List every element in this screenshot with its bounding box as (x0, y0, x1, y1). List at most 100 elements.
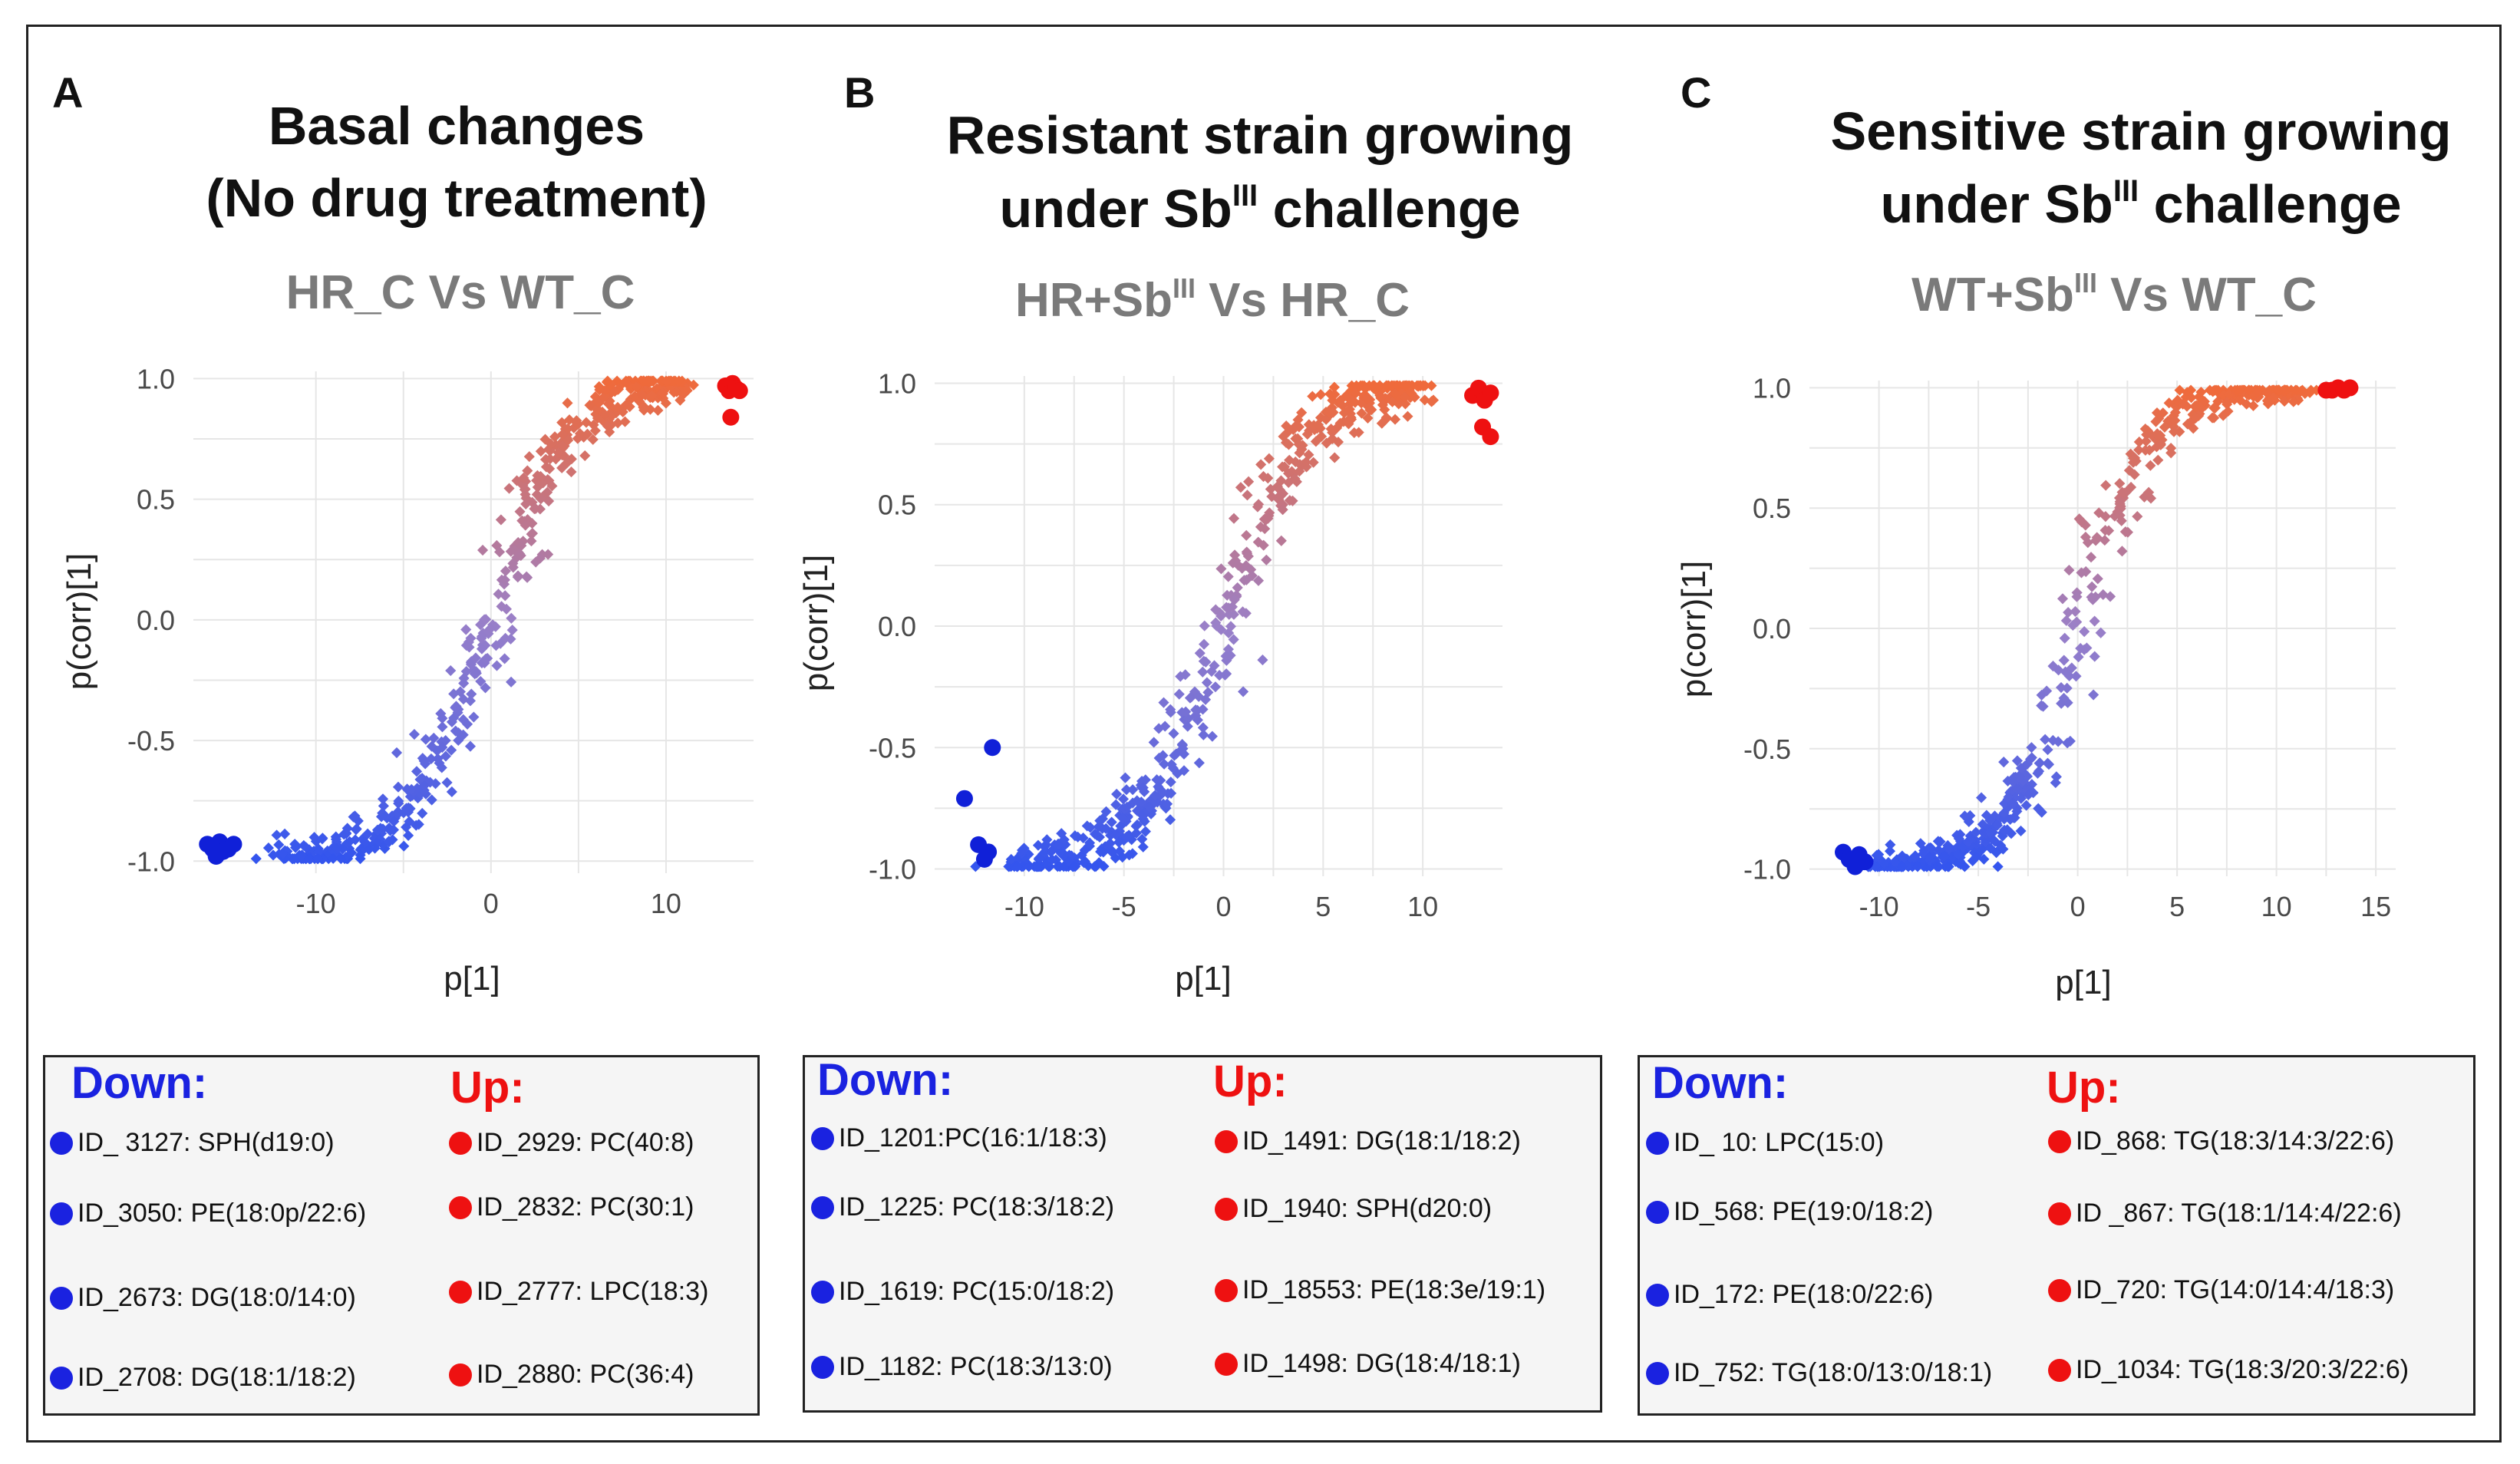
data-point (1258, 513, 1270, 525)
data-point (1252, 575, 1265, 586)
data-point (1275, 535, 1287, 546)
data-point (348, 811, 359, 823)
data-point (1103, 838, 1116, 849)
legend-item-label: ID_ 10: LPC(15:0) (1674, 1128, 1885, 1157)
data-point (1241, 529, 1252, 541)
data-point (1998, 757, 2010, 768)
data-point (279, 828, 291, 839)
legend-item-label: ID_2880: PC(36:4) (477, 1360, 694, 1389)
data-point (1098, 861, 1110, 872)
data-point (1342, 415, 1354, 427)
legend-item-label: ID_2708: DG(18:1/18:2) (78, 1363, 356, 1392)
data-point (491, 660, 503, 671)
panel-c-subtitle-text: WT+Sb (1911, 269, 2074, 321)
data-point (542, 486, 553, 498)
data-point (1232, 582, 1243, 593)
data-point (602, 375, 613, 387)
y-tick-label: 0.0 (1753, 613, 1791, 645)
data-point (1315, 389, 1327, 401)
data-point (355, 853, 366, 865)
data-point (1380, 380, 1392, 391)
data-point (620, 399, 632, 411)
down-dot-icon (811, 1195, 834, 1219)
legend-panel-a: Down: Up: ID_ 3127: SPH(d19:0) ID_3050: … (43, 1055, 760, 1416)
data-point (446, 786, 457, 798)
data-point (1278, 461, 1291, 473)
data-point (1327, 433, 1338, 445)
x-tick-label: -5 (1112, 891, 1136, 922)
data-point (1360, 383, 1371, 394)
data-point (426, 794, 437, 806)
data-point (506, 625, 518, 636)
data-point (1034, 852, 1045, 864)
data-point (1046, 854, 1058, 866)
data-point (1225, 621, 1237, 632)
data-point (428, 732, 440, 744)
data-point (250, 853, 262, 865)
legend-item-label: ID_868: TG(18:3/14:3/22:6) (2076, 1126, 2395, 1156)
data-point (1366, 404, 1377, 416)
data-point (448, 688, 460, 700)
panel-c-subtitle-sup: III (2074, 267, 2097, 298)
data-point (1266, 491, 1278, 503)
up-dot-icon (449, 1195, 472, 1219)
data-point (403, 829, 414, 841)
data-point (418, 780, 430, 792)
data-point (1296, 407, 1308, 418)
data-point (2085, 552, 2097, 563)
data-point (1353, 427, 1364, 438)
legend-item-label: ID_1225: PC(18:3/18:2) (839, 1192, 1115, 1222)
data-point (1161, 798, 1173, 809)
up-dot-icon (449, 1280, 472, 1304)
panel-c-title-tail: challenge (2139, 174, 2401, 234)
data-point (308, 832, 320, 843)
panel-b-subtitle: HR+SbIII Vs HR_C (1015, 272, 1410, 327)
down-dot-icon (1646, 1131, 1669, 1155)
data-point (1347, 395, 1358, 407)
data-point (1058, 861, 1070, 872)
panel-b-points (955, 379, 1499, 872)
data-point (599, 409, 611, 420)
panel-a: A Basal changes (No drug treatment) HR_C… (52, 68, 754, 997)
data-point (1263, 453, 1275, 464)
data-point (1117, 813, 1128, 824)
data-point (411, 819, 422, 831)
data-point (1179, 669, 1191, 681)
x-tick-label: 15 (2360, 891, 2391, 922)
data-point (341, 823, 353, 834)
data-point (1237, 606, 1248, 618)
data-point (1089, 828, 1100, 840)
data-point (1172, 768, 1183, 780)
data-point (380, 810, 391, 823)
data-point (1018, 861, 1029, 872)
data-point (2042, 744, 2053, 756)
data-point (531, 489, 543, 500)
data-point (316, 833, 328, 845)
panel-c-subtitle-rest: Vs WT_C (2097, 269, 2317, 321)
y-tick-label: -1.0 (127, 846, 175, 877)
data-point (673, 375, 684, 387)
data-point (1194, 648, 1206, 659)
data-point (2100, 480, 2112, 491)
legend-item-label: ID_ 3127: SPH(d19:0) (78, 1128, 335, 1157)
legend-c-up-item: ID_868: TG(18:3/14:3/22:6) (2048, 1126, 2394, 1156)
data-point (636, 389, 648, 401)
data-point (495, 514, 506, 526)
data-point (1274, 490, 1285, 501)
panel-a-grid (193, 371, 754, 873)
data-point (2088, 689, 2099, 701)
y-tick-label: -0.5 (127, 725, 175, 757)
legend-b-up-item: ID_1940: SPH(d20:0) (1215, 1194, 1492, 1224)
data-point (535, 446, 546, 457)
legend-b-up-item: ID_1491: DG(18:1/18:2) (1215, 1126, 1521, 1156)
panel-b-subtitle-sup: III (1173, 272, 1196, 304)
data-point (378, 800, 389, 812)
data-point (1399, 380, 1410, 391)
data-point (425, 753, 437, 765)
legend-b-down-item: ID_1619: PC(15:0/18:2) (811, 1277, 1114, 1307)
data-point (1209, 681, 1222, 693)
data-point (566, 466, 577, 478)
data-point (1262, 473, 1274, 484)
data-point (2063, 607, 2074, 618)
data-point (1173, 688, 1185, 700)
